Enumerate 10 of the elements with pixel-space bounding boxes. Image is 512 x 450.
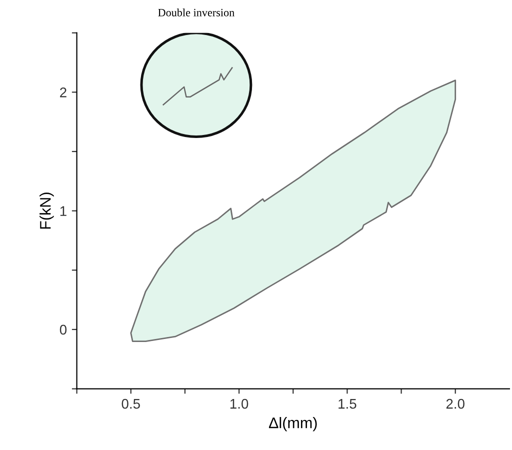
y-tick-label: 2: [60, 88, 66, 98]
text: Double inversion: [158, 8, 234, 16]
y-axis-title: F(kN): [40, 192, 54, 229]
x-tick-label: 2.0: [446, 398, 464, 409]
x-tick-label: 1.5: [338, 399, 356, 409]
y-tick-label: 1: [60, 206, 66, 216]
x-tick-label: 1.0: [230, 398, 248, 409]
y-tick-label: 0: [60, 324, 67, 335]
x-axis-title: Δl(mm): [268, 417, 317, 432]
x-tick-label: 0.5: [122, 398, 140, 409]
